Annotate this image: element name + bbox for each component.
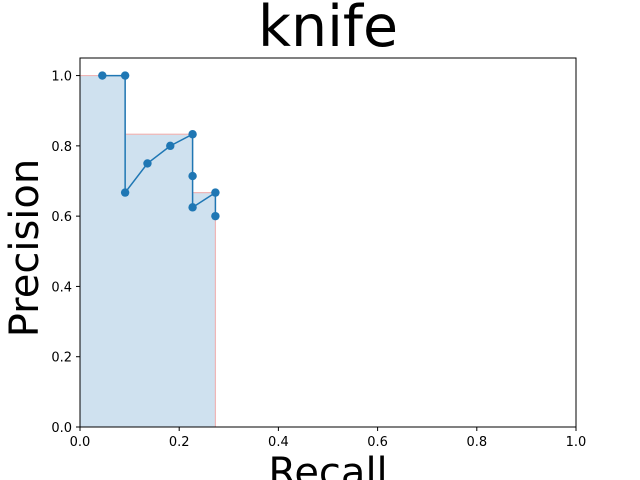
pr-point — [211, 188, 220, 197]
x-tick-label: 0.2 — [169, 435, 190, 450]
pr-point — [166, 141, 175, 151]
y-axis-label: Precision — [2, 159, 48, 337]
x-axis-ticks: 0.0 0.2 0.4 0.6 0.8 1.0 — [70, 427, 587, 450]
y-tick-label: 0.0 — [51, 421, 72, 436]
plot-frame — [79, 57, 577, 428]
pr-area-fill — [80, 75, 216, 428]
x-axis-label: Recall — [268, 450, 387, 480]
y-tick-label: 0.8 — [51, 140, 72, 155]
pr-point — [120, 188, 130, 197]
x-tick-label: 0.8 — [466, 435, 487, 450]
pr-point — [98, 71, 107, 80]
pr-point — [143, 159, 152, 168]
chart-title: knife — [258, 0, 398, 60]
pr-point — [188, 203, 197, 212]
pr-point — [120, 71, 130, 80]
y-tick-label: 0.2 — [51, 351, 72, 366]
pr-point — [188, 130, 197, 139]
pr-point — [188, 171, 197, 181]
pr-curve-line — [102, 74, 217, 217]
x-tick-label: 0.6 — [367, 435, 388, 450]
x-tick-label: 1.0 — [566, 435, 587, 450]
series-layer — [98, 71, 220, 221]
y-tick-label: 1.0 — [51, 70, 72, 85]
x-tick-label: 0.4 — [268, 435, 289, 450]
area-layer — [80, 74, 217, 428]
x-tick-label: 0.0 — [70, 435, 91, 450]
y-axis-ticks: 0.0 0.2 0.4 0.6 0.8 1.0 — [51, 70, 80, 436]
y-tick-label: 0.6 — [51, 210, 72, 225]
y-tick-label: 0.4 — [51, 280, 72, 295]
pr-point — [211, 211, 220, 221]
